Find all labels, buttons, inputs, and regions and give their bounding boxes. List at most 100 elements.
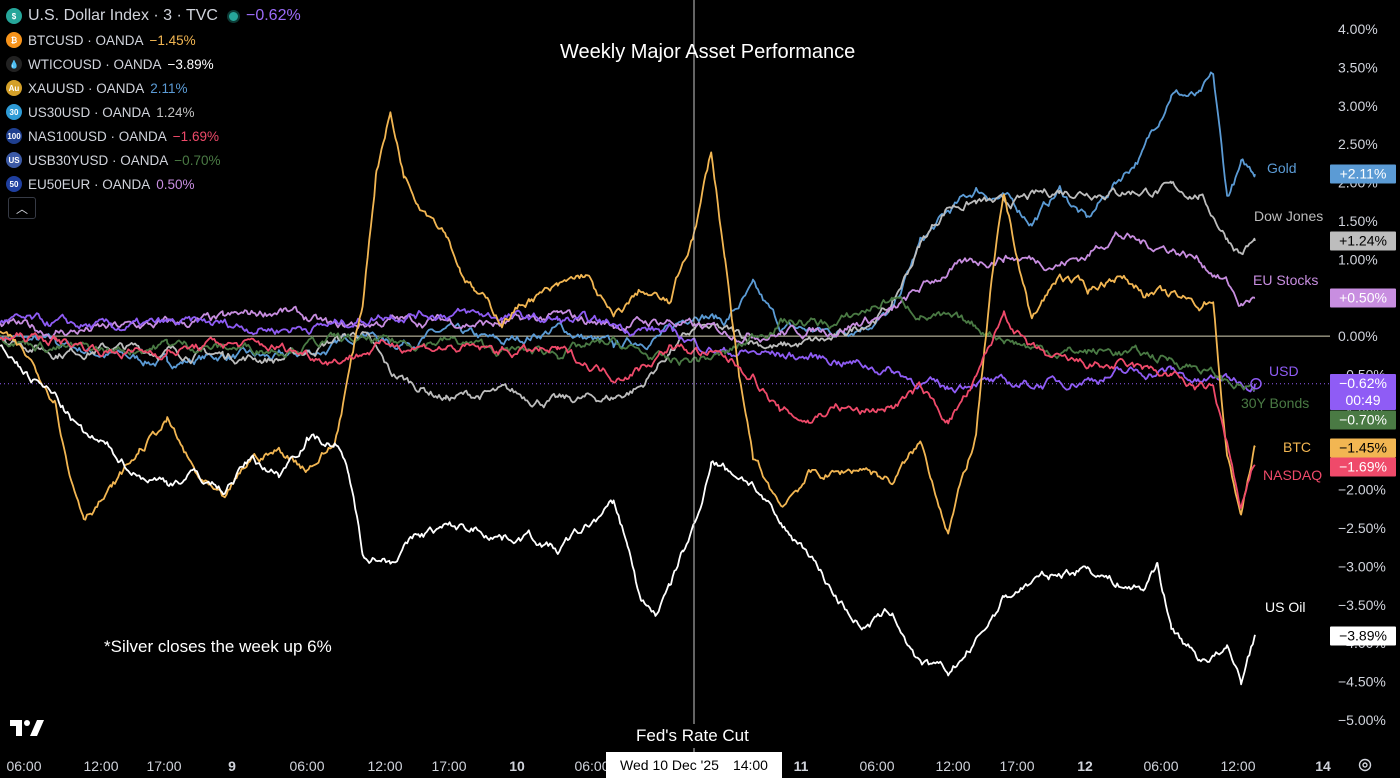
symbol-logo-icon: ₿ <box>6 32 22 48</box>
y-axis-tick-label: −3.50% <box>1338 597 1386 613</box>
price-badge-gold <box>1330 164 1396 184</box>
legend: $ U.S. Dollar Index · 3 · TVC −0.62% ₿ BTCUS… <box>6 4 301 196</box>
legend-change-value: −3.89% <box>167 56 214 72</box>
price-badge-btc <box>1330 438 1396 458</box>
symbol-logo-icon: 100 <box>6 128 22 144</box>
series-label-us-oil: US Oil <box>1265 599 1305 615</box>
price-badge-dow-jones <box>1330 231 1396 251</box>
legend-symbol-name: XAUUSD · OANDA <box>28 80 145 96</box>
market-open-dot-icon <box>226 9 240 23</box>
legend-row[interactable]: $ U.S. Dollar Index · 3 · TVC −0.62% <box>6 4 301 28</box>
price-badge-value: −0.62% <box>1339 375 1387 391</box>
price-badge-30y-bonds <box>1330 410 1396 430</box>
y-axis-tick-label: 3.00% <box>1338 98 1378 114</box>
symbol-logo-icon: 50 <box>6 176 22 192</box>
countdown-timer: 00:49 <box>1345 392 1380 408</box>
y-axis-tick-label: −2.50% <box>1338 520 1386 536</box>
series-line-dow-jones[interactable] <box>0 180 1256 409</box>
x-axis-tick-label: 17:00 <box>146 758 181 774</box>
symbol-logo-icon: US <box>6 152 22 168</box>
y-axis-tick-label: −3.00% <box>1338 558 1386 574</box>
legend-change-value: 0.50% <box>156 176 195 192</box>
price-badge-nasdaq <box>1330 457 1396 477</box>
series-label-30y-bonds: 30Y Bonds <box>1241 395 1309 411</box>
legend-row[interactable]: 100 NAS100USD · OANDA −1.69% <box>6 124 301 148</box>
series-line-us-oil[interactable] <box>0 344 1256 686</box>
series-line-usd[interactable] <box>0 307 1256 394</box>
price-badge-value: +2.11% <box>1340 166 1387 182</box>
legend-change-value: 1.24% <box>156 104 195 120</box>
x-axis-tick-label: 10 <box>509 758 525 774</box>
legend-change-value: −0.62% <box>245 7 301 24</box>
series-label-gold: Gold <box>1267 160 1297 176</box>
legend-symbol-name: EU50EUR · OANDA <box>28 176 151 192</box>
series-label-eu-stocks: EU Stocks <box>1253 272 1318 288</box>
legend-row[interactable]: 50 EU50EUR · OANDA 0.50% <box>6 172 301 196</box>
x-axis-tick-label: 06:00 <box>859 758 894 774</box>
x-axis-tick-label: 06:00 <box>1143 758 1178 774</box>
price-badge-eu-stocks <box>1330 288 1396 308</box>
y-axis-tick-label: 2.50% <box>1338 136 1378 152</box>
x-axis-tick-label: 9 <box>228 758 236 774</box>
crosshair-date: Wed 10 Dec '25 <box>620 757 719 773</box>
price-badge-usd <box>1330 374 1396 410</box>
legend-change-value: −1.69% <box>172 128 219 144</box>
x-axis-tick-label: 17:00 <box>431 758 466 774</box>
series-line-eu-stocks[interactable] <box>0 231 1256 345</box>
symbol-logo-icon: Au <box>6 80 22 96</box>
legend-row[interactable]: US USB30YUSD · OANDA −0.70% <box>6 148 301 172</box>
series-line-nasdaq[interactable] <box>0 310 1256 509</box>
x-axis-tick-label: 12:00 <box>367 758 402 774</box>
legend-row[interactable]: Au XAUUSD · OANDA 2.11% <box>6 76 301 100</box>
y-axis-tick-label: 4.00% <box>1338 21 1378 37</box>
series-line-gold[interactable] <box>0 71 1256 370</box>
chart-title: Weekly Major Asset Performance <box>560 41 856 63</box>
series-line-30y-bonds[interactable] <box>0 295 1256 391</box>
y-axis-tick-label: −4.50% <box>1338 674 1386 690</box>
legend-symbol-name: WTICOUSD · OANDA <box>28 56 162 72</box>
legend-change-value: −1.45% <box>149 32 196 48</box>
price-badge-value: −0.70% <box>1339 412 1387 428</box>
x-axis-tick-label: 06:00 <box>289 758 324 774</box>
price-badge-value: −3.89% <box>1339 628 1387 644</box>
settings-gear-icon[interactable] <box>1357 757 1373 773</box>
symbol-logo-icon: $ <box>6 8 22 24</box>
y-axis-tick-label: 0.00% <box>1338 328 1378 344</box>
legend-row[interactable]: 💧 WTICOUSD · OANDA −3.89% <box>6 52 301 76</box>
symbol-logo-icon: 💧 <box>6 56 22 72</box>
price-badge-value: +1.24% <box>1339 233 1387 249</box>
x-axis-tick-label: 06:00 <box>574 758 609 774</box>
legend-change-value: −0.70% <box>174 152 221 168</box>
price-badge-us-oil <box>1330 626 1396 646</box>
legend-row[interactable]: ₿ BTCUSD · OANDA −1.45% <box>6 28 301 52</box>
series-label-dow-jones: Dow Jones <box>1254 208 1323 224</box>
silver-note: *Silver closes the week up 6% <box>104 637 332 656</box>
price-badge-value: +0.50% <box>1339 290 1387 306</box>
x-axis-tick-label: 17:00 <box>999 758 1034 774</box>
legend-symbol-name: U.S. Dollar Index · 3 · TVC <box>28 7 218 24</box>
series-label-usd: USD <box>1269 363 1299 379</box>
series-label-btc: BTC <box>1283 439 1311 455</box>
y-axis-tick-label: −2.00% <box>1338 482 1386 498</box>
legend-collapse-button[interactable]: ︿ <box>8 197 36 219</box>
usd-last-point-marker <box>1250 377 1262 390</box>
symbol-logo-icon: 30 <box>6 104 22 120</box>
legend-symbol-name: US30USD · OANDA <box>28 104 151 120</box>
x-axis-tick-label: 12:00 <box>935 758 970 774</box>
legend-row[interactable]: 30 US30USD · OANDA 1.24% <box>6 100 301 124</box>
y-axis-tick-label: −5.00% <box>1338 712 1386 728</box>
x-axis-tick-label: 12:00 <box>1220 758 1255 774</box>
price-badge-value: −1.45% <box>1339 440 1387 456</box>
legend-symbol-name: USB30YUSD · OANDA <box>28 152 169 168</box>
y-axis-tick-label: 1.50% <box>1338 213 1378 229</box>
crosshair-time: 14:00 <box>732 757 768 773</box>
x-axis-tick-label: 06:00 <box>6 758 41 774</box>
tradingview-logo-icon[interactable] <box>10 718 44 738</box>
legend-change-value: 2.11% <box>150 80 188 96</box>
price-badge-value: −1.69% <box>1339 459 1387 475</box>
y-axis-tick-label: 1.00% <box>1338 251 1378 267</box>
x-axis-tick-label: 12:00 <box>83 758 118 774</box>
series-label-nasdaq: NASDAQ <box>1263 467 1322 483</box>
legend-symbol-name: NAS100USD · OANDA <box>28 128 167 144</box>
chevron-up-icon: ︿ <box>15 201 28 216</box>
